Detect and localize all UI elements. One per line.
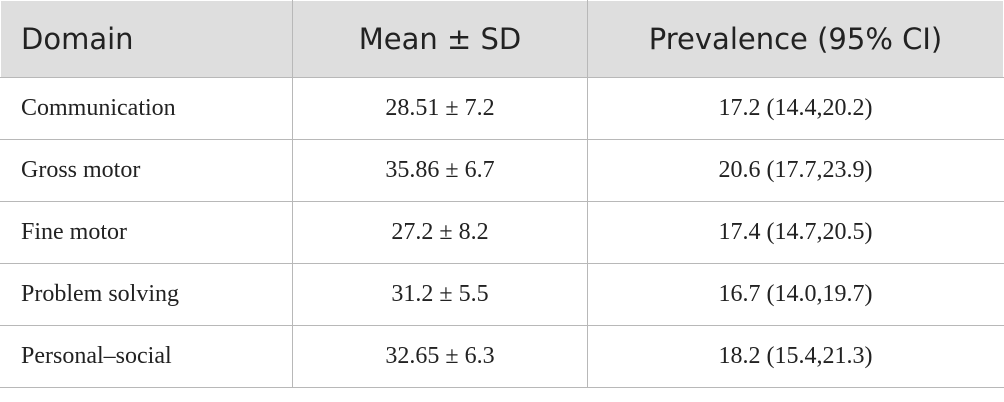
table-body: Communication 28.51 ± 7.2 17.2 (14.4,20.2)…: [0, 77, 1004, 388]
table-cell: 28.51 ± 7.2: [292, 77, 588, 140]
table-row: Problem solving 31.2 ± 5.5 16.7 (14.0,19.7…: [0, 263, 1004, 326]
table-cell: 27.2 ± 8.2: [292, 201, 588, 264]
table-cell: Personal–social: [0, 325, 293, 388]
table-cell: 31.2 ± 5.5: [292, 263, 588, 326]
table-cell: Fine motor: [0, 201, 293, 264]
table-cell: 17.4 (14.7,20.5): [587, 201, 1004, 264]
table-row: Gross motor 35.86 ± 6.7 20.6 (17.7,23.9): [0, 139, 1004, 202]
table-cell: 35.86 ± 6.7: [292, 139, 588, 202]
table-cell: Problem solving: [0, 263, 293, 326]
header-row: Domain Mean ± SD Prevalence (95% CI): [0, 0, 1004, 78]
table-cell: 32.65 ± 6.3: [292, 325, 588, 388]
table-cell: 16.7 (14.0,19.7): [587, 263, 1004, 326]
data-table: Domain Mean ± SD Prevalence (95% CI) Commu…: [0, 0, 1004, 388]
header-cell: Domain: [0, 0, 293, 78]
header-cell: Mean ± SD: [292, 0, 588, 78]
header-cell: Prevalence (95% CI): [587, 0, 1004, 78]
table-cell: Communication: [0, 77, 293, 140]
table-row: Communication 28.51 ± 7.2 17.2 (14.4,20.2): [0, 77, 1004, 140]
table-row: Fine motor 27.2 ± 8.2 17.4 (14.7,20.5): [0, 201, 1004, 264]
table-cell: 20.6 (17.7,23.9): [587, 139, 1004, 202]
table-cell: 18.2 (15.4,21.3): [587, 325, 1004, 388]
table-cell: 17.2 (14.4,20.2): [587, 77, 1004, 140]
table-row: Personal–social 32.65 ± 6.3 18.2 (15.4,21.…: [0, 325, 1004, 388]
table-cell: Gross motor: [0, 139, 293, 202]
